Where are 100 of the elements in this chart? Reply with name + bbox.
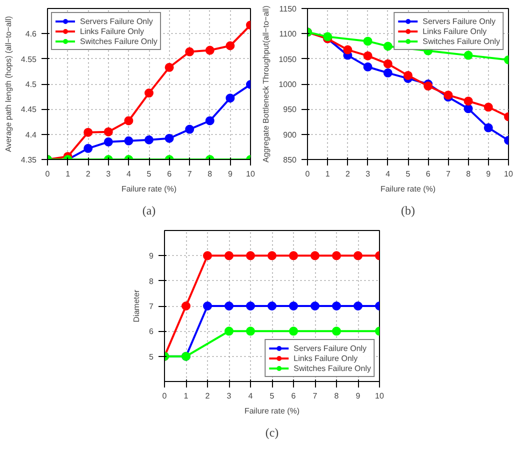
- y-tick-label: 4.35: [20, 156, 38, 164]
- point: [182, 302, 190, 310]
- y-tick-label: 4.55: [20, 54, 38, 64]
- y-tick-label: 6: [149, 327, 154, 336]
- x-tick-label: 2: [345, 170, 350, 178]
- x-tick-label: 10: [375, 392, 384, 400]
- point: [185, 47, 194, 56]
- point: [383, 42, 392, 51]
- x-tick-label: 1: [325, 170, 330, 178]
- point: [343, 45, 352, 54]
- point: [484, 102, 493, 112]
- legend-label: Links Failure Only: [80, 26, 144, 36]
- point: [203, 302, 212, 310]
- y-tick-label: 900: [283, 130, 298, 140]
- y-tick-label: 7: [149, 302, 154, 311]
- x-tick-label: 2: [205, 392, 210, 400]
- point: [226, 41, 235, 50]
- text: (b): [401, 204, 416, 218]
- y-tick-label: 950: [283, 105, 298, 114]
- point: [383, 68, 392, 78]
- x-tick-label: 9: [356, 392, 361, 400]
- x-tick-label: 10: [504, 170, 514, 178]
- y-tick-label: 4.4: [25, 130, 38, 140]
- point: [464, 104, 473, 114]
- point: [404, 70, 412, 80]
- point: [332, 251, 341, 260]
- point: [224, 302, 234, 310]
- legend-label: Switches Failure Only: [294, 363, 371, 373]
- x-tick-label: 7: [187, 170, 192, 178]
- x-tick-label: 10: [246, 170, 256, 178]
- point: [363, 36, 372, 46]
- point: [104, 137, 113, 146]
- y-axis-title: Diameter: [132, 289, 142, 322]
- point: [268, 251, 276, 260]
- point: [354, 251, 362, 260]
- x-axis-title: Failure rate (%): [121, 184, 177, 194]
- x-tick-label: 5: [270, 392, 275, 400]
- point: [289, 302, 298, 310]
- x-tick-label: 9: [228, 170, 233, 178]
- x-tick-label: 8: [466, 170, 472, 178]
- point: [224, 326, 234, 336]
- legend-label: Servers Failure Only: [294, 343, 367, 353]
- point: [246, 326, 255, 336]
- x-axis-title: Failure rate (%): [380, 184, 436, 194]
- x-tick-label: 4: [126, 170, 132, 178]
- legend-label: Links Failure Only: [294, 353, 358, 363]
- x-tick-label: 5: [406, 170, 411, 178]
- x-tick-label: 3: [106, 170, 112, 178]
- y-tick-label: 1050: [278, 54, 298, 64]
- point: [124, 136, 134, 146]
- point: [424, 82, 433, 91]
- y-tick-label: 9: [149, 252, 154, 261]
- point: [464, 96, 473, 106]
- x-tick-label: 9: [486, 170, 492, 178]
- point: [310, 302, 320, 310]
- x-tick-label: 4: [386, 170, 391, 178]
- x-tick-label: 3: [226, 392, 232, 400]
- legend-label: Links Failure Only: [422, 26, 487, 36]
- x-tick-label: 0: [162, 392, 168, 400]
- y-tick-label: 850: [283, 156, 298, 164]
- y-axis-title: Average path length (hops) (all−to−all): [4, 16, 13, 152]
- point: [383, 59, 392, 68]
- x-tick-label: 7: [312, 392, 318, 400]
- y-tick-label: 4.5: [25, 80, 38, 89]
- text: (a): [142, 204, 156, 218]
- x-tick-label: 4: [248, 392, 254, 400]
- y-axis-title: Aggregate Bottleneck Throughput(all−to−all): [262, 5, 271, 162]
- legend-label: Servers Failure Only: [80, 16, 153, 26]
- legend-label: Switches Failure Only: [80, 36, 158, 46]
- point: [84, 144, 93, 153]
- x-tick-label: 3: [366, 170, 371, 178]
- point: [144, 88, 154, 98]
- point: [84, 128, 93, 137]
- point: [332, 326, 341, 336]
- point: [185, 124, 194, 134]
- point: [354, 302, 362, 310]
- point: [224, 251, 234, 260]
- point: [203, 251, 212, 260]
- point: [246, 251, 255, 260]
- point: [246, 302, 255, 310]
- point: [144, 135, 154, 144]
- y-tick-label: 4.6: [25, 30, 38, 39]
- point: [205, 116, 214, 126]
- x-tick-label: 1: [66, 170, 71, 178]
- point: [124, 116, 134, 126]
- point: [363, 51, 372, 60]
- point: [268, 302, 276, 310]
- legend-label: Servers Failure Only: [422, 16, 496, 26]
- y-tick-label: 1100: [279, 30, 298, 39]
- point: [289, 326, 298, 336]
- x-tick-label: 6: [426, 170, 431, 178]
- x-tick-label: 7: [446, 170, 451, 178]
- point: [226, 94, 235, 103]
- y-tick-label: 1000: [278, 80, 298, 89]
- x-tick-label: 1: [184, 392, 189, 400]
- x-tick-label: 6: [167, 170, 172, 178]
- point: [164, 134, 174, 143]
- point: [484, 123, 493, 132]
- point: [205, 46, 214, 55]
- x-axis-title: Failure rate (%): [244, 406, 300, 416]
